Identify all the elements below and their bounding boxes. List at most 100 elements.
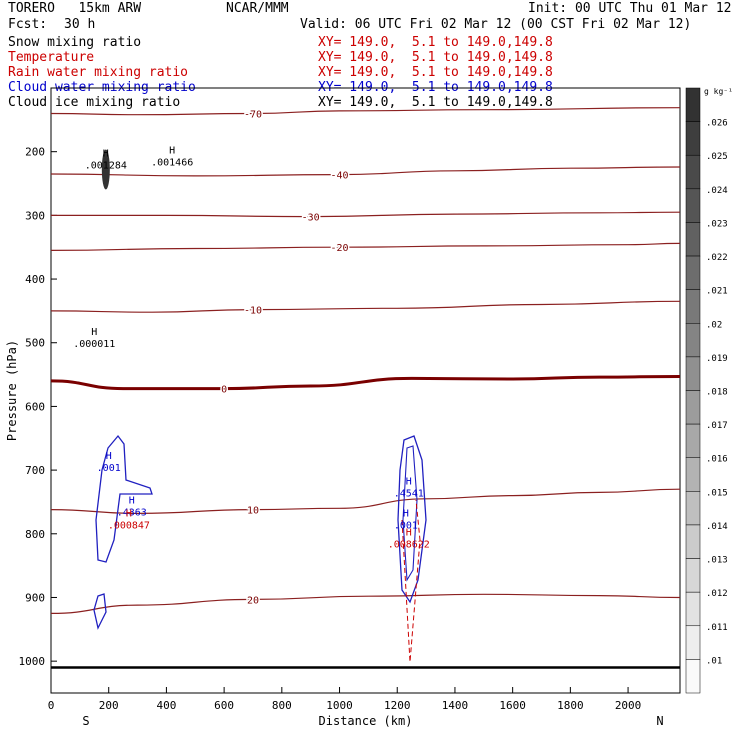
- rain-max-marker: H: [406, 528, 412, 539]
- snow-max-label: .001284: [85, 161, 127, 172]
- temperature-contour-label: -40: [331, 171, 349, 182]
- y-tick-label: 900: [25, 591, 45, 604]
- y-tick-label: 700: [25, 464, 45, 477]
- fcst-value: 30 h: [64, 17, 96, 32]
- model-title: TORERO 15km ARW: [8, 1, 142, 16]
- colorbar-cell: [685, 255, 701, 290]
- y-tick-label: 600: [25, 400, 45, 413]
- colorbar-cell: [685, 289, 701, 324]
- cloud-water-contour-west: [95, 434, 153, 563]
- cloud-water-contour-east: [397, 435, 427, 604]
- y-tick-label: 800: [25, 528, 45, 541]
- colorbar-cell: [685, 491, 701, 526]
- center-title: NCAR/MMM: [226, 1, 289, 16]
- snow-max-label: .001466: [151, 157, 193, 168]
- colorbar-cell: [685, 356, 701, 391]
- colorbar-tick-label: .023: [706, 219, 728, 229]
- cloud-water-max-label: .4363: [117, 508, 147, 519]
- x-tick-label: 800: [272, 699, 292, 712]
- x-tick-label: 1200: [384, 699, 411, 712]
- south-label: S: [82, 714, 89, 728]
- init-time: Init: 00 UTC Thu 01 Mar 12: [528, 1, 732, 16]
- x-axis-title: Distance (km): [319, 714, 413, 728]
- fcst-label: Fcst:: [8, 17, 48, 32]
- field-name-rain: Rain water mixing ratio: [8, 65, 189, 80]
- temperature-contour: [50, 166, 681, 177]
- cloud-water-max-marker: H: [106, 451, 112, 462]
- north-label: N: [656, 714, 663, 728]
- y-tick-label: 1000: [19, 655, 46, 668]
- field-xy-snow: XY= 149.0, 5.1 to 149.0,149.8: [318, 35, 553, 50]
- colorbar-cell: [685, 390, 701, 425]
- temperature-contour: [50, 242, 681, 251]
- colorbar-cell: [685, 457, 701, 492]
- colorbar-cell: [685, 625, 701, 660]
- colorbar-tick-label: .012: [706, 589, 728, 599]
- rain-contour: [401, 499, 421, 663]
- colorbar-cell: [685, 323, 701, 358]
- field-name-temperature: Temperature: [8, 50, 95, 65]
- temperature-contour: [50, 107, 681, 116]
- cloud-water-max-marker: H: [406, 477, 412, 488]
- y-tick-label: 500: [25, 337, 45, 350]
- cloud-water-max-marker: H: [129, 496, 135, 507]
- snow-max-marker: H: [169, 145, 175, 156]
- cloud-water-max-label: .001: [394, 520, 418, 531]
- temperature-contour: [50, 211, 681, 218]
- cloud-water-max-label: .001: [97, 463, 121, 474]
- colorbar-tick-label: .015: [706, 488, 728, 498]
- colorbar-cell: [685, 121, 701, 156]
- temperature-contour-label: 0: [221, 385, 227, 396]
- colorbar-cell: [685, 423, 701, 458]
- temperature-contour-label: 20: [247, 595, 259, 606]
- colorbar-tick-label: .018: [706, 388, 728, 398]
- x-tick-label: 600: [214, 699, 234, 712]
- cloud-water-contour-east-inner: [402, 445, 418, 582]
- valid-time: Valid: 06 UTC Fri 02 Mar 12 (00 CST Fri …: [300, 17, 692, 32]
- y-axis-title: Pressure (hPa): [5, 340, 19, 441]
- snow-max-marker: H: [103, 149, 109, 160]
- x-tick-label: 1800: [557, 699, 584, 712]
- x-tick-label: 1000: [326, 699, 353, 712]
- colorbar-tick-label: .022: [706, 253, 728, 263]
- snow-max-label: .000011: [73, 339, 115, 350]
- colorbar-tick-label: .021: [706, 287, 728, 297]
- rain-max-label: .008622: [388, 540, 430, 551]
- temperature-contour: [50, 488, 681, 515]
- temperature-contour: [50, 375, 681, 391]
- temperature-contour-label: 10: [247, 506, 259, 517]
- colorbar-cell: [685, 558, 701, 593]
- temperature-contour: [50, 593, 681, 614]
- colorbar-tick-label: .026: [706, 119, 728, 129]
- colorbar-cell: [685, 188, 701, 223]
- colorbar-cell: [685, 591, 701, 627]
- colorbar-cell: [685, 222, 701, 257]
- y-tick-label: 200: [25, 146, 45, 159]
- colorbar-tick-label: .013: [706, 556, 728, 566]
- cloud-water-max-label: .4541: [394, 489, 424, 500]
- colorbar-cell: [685, 87, 701, 122]
- cloud-water-contour-west-low: [93, 593, 107, 630]
- temperature-contour-label: -20: [331, 243, 349, 254]
- colorbar-tick-label: .016: [706, 455, 728, 465]
- colorbar-tick-label: .024: [706, 186, 728, 196]
- temperature-contour: [50, 300, 681, 313]
- snow-max-marker: H: [91, 327, 97, 338]
- colorbar-tick-label: .02: [706, 320, 722, 330]
- field-xy-rain: XY= 149.0, 5.1 to 149.0,149.8: [318, 65, 553, 80]
- y-tick-label: 300: [25, 209, 45, 222]
- x-tick-label: 2000: [615, 699, 642, 712]
- x-tick-label: 1600: [499, 699, 526, 712]
- x-tick-label: 1400: [442, 699, 469, 712]
- colorbar-cell: [685, 659, 701, 694]
- temperature-contour-label: -30: [302, 213, 320, 224]
- temperature-contour-label: -10: [244, 306, 262, 317]
- colorbar-cell: [685, 524, 701, 559]
- colorbar-tick-label: .017: [706, 421, 728, 431]
- snow-shading: [101, 149, 110, 190]
- plot-frame: [50, 87, 681, 694]
- colorbar-tick-label: .019: [706, 354, 728, 364]
- cloud-water-max-marker: H: [403, 508, 409, 519]
- colorbar-tick-label: .025: [706, 152, 728, 162]
